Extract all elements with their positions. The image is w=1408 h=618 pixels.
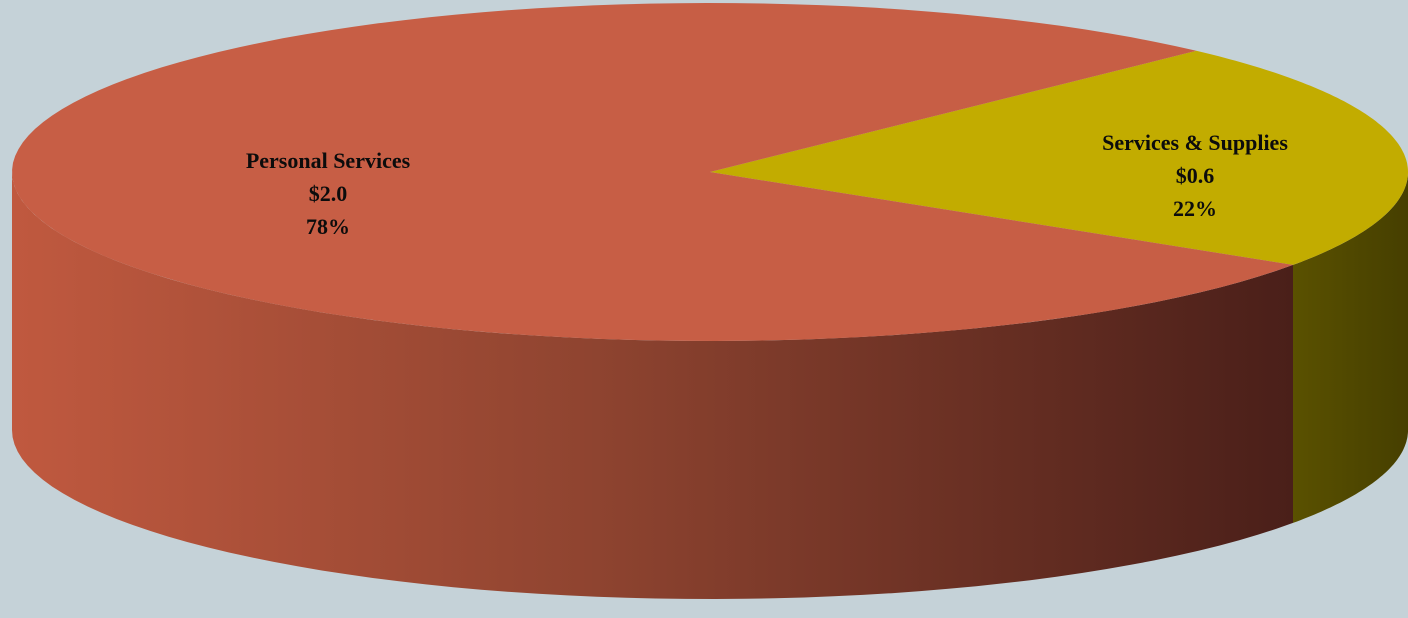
slice-percent: 78% [305,214,350,239]
pie-slice-services-supplies [710,50,1408,265]
slice-value: $0.6 [1175,163,1215,188]
slice-percent: 22% [1172,196,1217,221]
slice-label-personal-services: Personal Services $2.0 78% [246,144,410,243]
slice-name: Personal Services [245,148,411,173]
pie-side-personal-services [12,172,1293,599]
pie-side-services-supplies [1293,172,1408,523]
slice-value: $2.0 [308,181,348,206]
pie-slice-personal-services [12,3,1294,341]
pie-top-layer [12,3,1408,341]
slice-name: Services & Supplies [1102,130,1288,155]
slice-label-services-supplies: Services & Supplies $0.6 22% [1102,126,1288,225]
pie-side-layer [12,172,1408,599]
